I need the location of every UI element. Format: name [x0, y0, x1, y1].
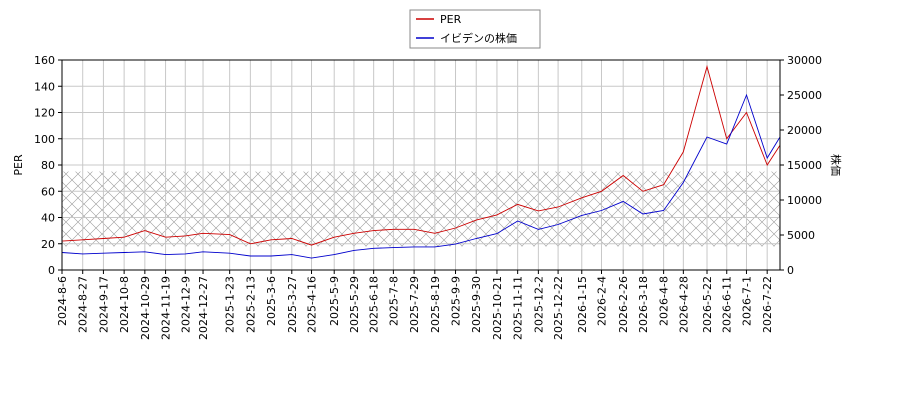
x-tick-label: 2026-4-28	[677, 276, 690, 333]
y-tick-label: 20	[41, 238, 55, 251]
series-line	[61, 93, 781, 259]
x-tick-label: 2025-11-11	[512, 276, 525, 340]
x-tick-label: 2026-2-26	[617, 276, 630, 333]
y-tick-label: 0	[48, 264, 55, 277]
y-axis-label: PER	[12, 154, 25, 176]
x-tick-label: 2025-10-21	[491, 276, 504, 340]
x-tick-label: 2025-5-9	[328, 276, 341, 326]
y2-tick-label: 20000	[787, 124, 822, 137]
x-tick-label: 2025-12-22	[552, 276, 565, 340]
y2-tick-label: 25000	[787, 89, 822, 102]
x-tick-label: 2025-4-16	[306, 276, 319, 333]
y-tick-label: 80	[41, 159, 55, 172]
y-tick-label: 60	[41, 185, 55, 198]
y2-tick-label: 15000	[787, 159, 822, 172]
y-tick-label: 120	[34, 107, 55, 120]
x-tick-label: 2025-6-18	[368, 276, 381, 333]
x-tick-label: 2026-7-1	[740, 276, 753, 326]
y2-tick-label: 5000	[787, 229, 815, 242]
x-tick-label: 2024-8-6	[56, 276, 69, 326]
x-tick-label: 2025-12-2	[532, 276, 545, 333]
y2-tick-label: 0	[787, 264, 794, 277]
x-tick-label: 2025-1-23	[224, 276, 237, 333]
legend: PER イビデンの株価	[409, 9, 541, 49]
x-tick-label: 2025-7-8	[387, 276, 400, 326]
x-tick-label: 2025-9-9	[450, 276, 463, 326]
hatch-band	[62, 171, 780, 247]
legend-label: PER	[440, 13, 462, 26]
series-line	[61, 64, 781, 246]
x-tick-label: 2024-10-8	[118, 276, 131, 333]
y2-axis-label: 株価	[829, 154, 843, 176]
x-tick-label: 2026-7-22	[761, 276, 774, 333]
x-tick-label: 2026-4-8	[658, 276, 671, 326]
x-tick-label: 2026-6-11	[721, 276, 734, 333]
x-tick-label: 2024-10-29	[139, 276, 152, 340]
x-tick-label: 2024-9-17	[97, 276, 110, 333]
x-tick-label: 2025-3-27	[286, 276, 299, 333]
y-tick-label: 160	[34, 54, 55, 67]
x-tick-label: 2025-7-29	[408, 276, 421, 333]
x-tick-label: 2025-2-13	[244, 276, 257, 333]
x-tick-label: 2025-5-29	[348, 276, 361, 333]
y-tick-label: 100	[34, 133, 55, 146]
x-tick-label: 2026-3-18	[637, 276, 650, 333]
x-tick-label: 2025-9-30	[470, 276, 483, 333]
y2-tick-label: 10000	[787, 194, 822, 207]
x-tick-label: 2024-12-9	[179, 276, 192, 333]
x-tick-label: 2024-11-19	[160, 276, 173, 340]
x-tick-label: 2024-8-27	[77, 276, 90, 333]
y2-tick-label: 30000	[787, 54, 822, 67]
x-tick-label: 2025-8-19	[429, 276, 442, 333]
x-tick-label: 2025-3-6	[265, 276, 278, 326]
y-tick-label: 40	[41, 212, 55, 225]
x-tick-label: 2024-12-27	[197, 276, 210, 340]
plot-frame	[61, 59, 781, 271]
x-tick-label: 2026-5-22	[701, 276, 714, 333]
x-tick-label: 2026-2-4	[595, 276, 608, 326]
y-tick-label: 140	[34, 80, 55, 93]
x-tick-label: 2026-1-15	[576, 276, 589, 333]
legend-label: イビデンの株価	[440, 31, 517, 45]
